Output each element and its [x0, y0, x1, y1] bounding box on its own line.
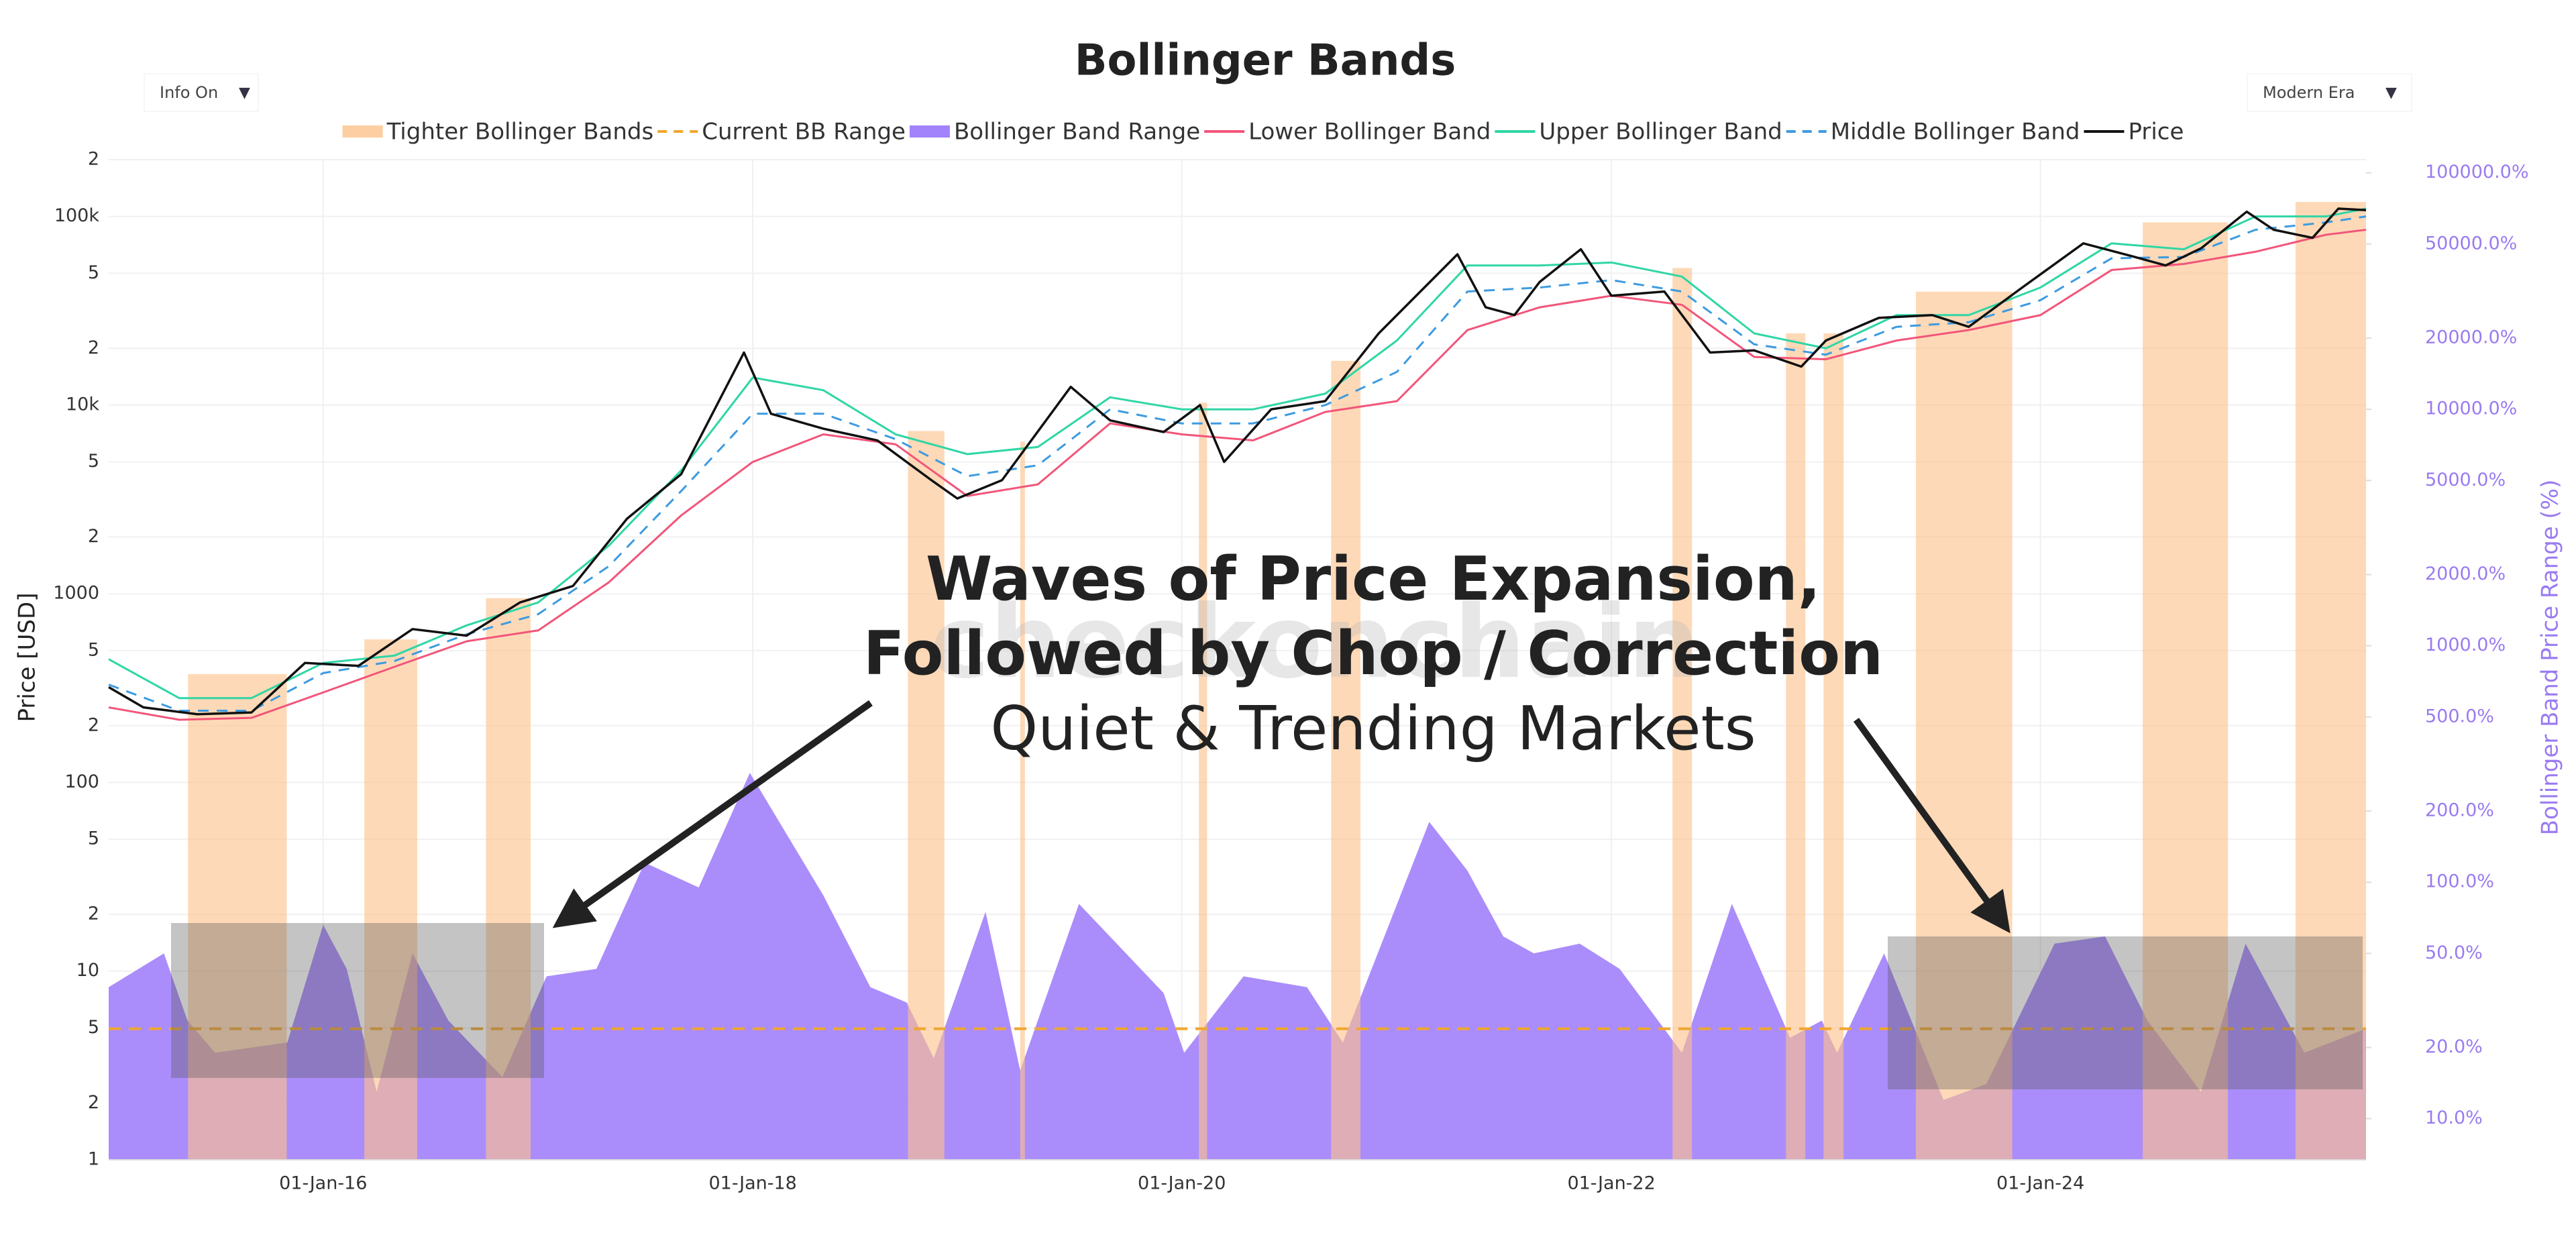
tight-band-region: [1915, 291, 2012, 1160]
tight-band-region: [1672, 268, 1693, 1160]
x-tick-label: 01-Jan-18: [709, 1173, 797, 1194]
y2-tick-label: 10000.0%: [2425, 398, 2517, 419]
y2-tick-label: 10.0%: [2425, 1107, 2483, 1128]
dropdown-box[interactable]: [144, 73, 259, 112]
x-tick-label: 01-Jan-16: [279, 1173, 367, 1194]
dropdown-label[interactable]: Modern Era: [2263, 83, 2355, 102]
annotation: Quiet & Trending Markets: [990, 694, 1756, 764]
y-tick-label: 10: [76, 960, 99, 981]
legend-item: Upper Bollinger Band: [1495, 119, 1782, 146]
legend-item: Lower Bollinger Band: [1204, 119, 1491, 146]
y2-tick-label: 2000.0%: [2425, 563, 2506, 584]
legend-item: Bollinger Band Range: [909, 119, 1200, 146]
y2-tick-label: 100000.0%: [2425, 162, 2529, 182]
tight-band-region: [2295, 202, 2366, 1160]
x-tick-label: 01-Jan-24: [1996, 1173, 2084, 1194]
dropdown-label[interactable]: Info On: [160, 83, 218, 102]
legend-item: Middle Bollinger Band: [1786, 119, 2080, 146]
legend-item: Price: [2084, 119, 2184, 146]
y2-tick-label: 500.0%: [2425, 706, 2494, 726]
x-tick-label: 01-Jan-22: [1567, 1173, 1655, 1194]
y-tick-label: 2: [88, 526, 99, 547]
legend-swatch: [342, 125, 383, 138]
y2-tick-label: 5000.0%: [2425, 470, 2506, 490]
x-tick-label: 01-Jan-20: [1138, 1173, 1226, 1194]
y2-tick-label: 50000.0%: [2425, 233, 2517, 254]
tight-band-region: [2143, 222, 2229, 1160]
tight-band-region: [1823, 333, 1844, 1160]
arrow: [552, 700, 873, 928]
y-tick-label: 2: [88, 337, 99, 358]
legend: Tighter Bollinger Bands Current BB Range B…: [342, 119, 2184, 146]
y-tick-label: 5: [88, 451, 99, 472]
y-tick-label: 5: [88, 828, 99, 849]
annotation: Followed by Chop / Correction: [863, 618, 1883, 689]
tight-band-region: [1199, 402, 1208, 1160]
highlight-box: [171, 923, 544, 1078]
legend-item: Current BB Range: [657, 119, 906, 146]
tight-band-region: [1020, 441, 1025, 1160]
series-line: [108, 215, 2367, 712]
y-tick-label: 1: [88, 1149, 99, 1170]
y2-tick-label: 100.0%: [2425, 871, 2494, 892]
y-axis-title: Price [USD]: [14, 593, 41, 722]
legend-label: Upper Bollinger Band: [1539, 119, 1782, 146]
legend-swatch: [909, 125, 950, 138]
y-tick-label: 2: [88, 714, 99, 735]
y2-tick-label: 50.0%: [2425, 942, 2483, 963]
tight-band-region: [364, 639, 417, 1160]
y-tick-label: 100: [64, 771, 99, 792]
legend-item: Tighter Bollinger Bands: [342, 119, 654, 146]
series-line: [108, 229, 2367, 721]
tight-band-region: [908, 431, 945, 1160]
y-tick-label: 2: [88, 1092, 99, 1113]
tight-band-region: [188, 673, 287, 1160]
y-tick-label: 1000: [53, 583, 99, 604]
y2-tick-label: 200.0%: [2425, 800, 2494, 821]
y-tick-label: 5: [88, 262, 99, 283]
highlight-box: [1888, 936, 2363, 1089]
info-dropdown[interactable]: Info On ▼: [144, 73, 259, 112]
watermark: checkonchain: [930, 584, 1699, 701]
series-line: [108, 207, 2367, 700]
era-dropdown[interactable]: Modern Era ▼: [2247, 73, 2412, 112]
y-tick-label: 2: [88, 149, 99, 170]
tight-band-region: [486, 598, 531, 1160]
dropdown-caret[interactable]: ▼: [2385, 85, 2397, 101]
legend-label: Bollinger Band Range: [954, 119, 1200, 146]
chart-title: Bollinger Bands: [1075, 36, 1456, 86]
y2-tick-label: 20.0%: [2425, 1036, 2483, 1057]
legend-label: Price: [2128, 119, 2184, 146]
legend-label: Tighter Bollinger Bands: [386, 119, 654, 146]
y-tick-label: 100k: [54, 205, 100, 226]
dropdown-caret[interactable]: ▼: [239, 85, 250, 101]
y2-tick-label: 20000.0%: [2425, 327, 2517, 348]
dropdown-box[interactable]: [2247, 73, 2412, 112]
y-tick-label: 10k: [66, 394, 99, 415]
y-tick-label: 5: [88, 639, 99, 660]
y2-tick-label: 1000.0%: [2425, 635, 2506, 655]
y-tick-label: 5: [88, 1017, 99, 1038]
arrow: [1853, 718, 2010, 934]
y2-axis-title: Bollinger Band Price Range (%): [2537, 480, 2564, 836]
plot-area: 2 100k 5 2 10k 5 2 1000 5 2 100 5 2 10 5 2 1 100000.0% 500…: [53, 149, 2528, 1194]
tight-band-region: [1786, 333, 1806, 1160]
y-tick-label: 2: [88, 904, 99, 924]
legend-label: Lower Bollinger Band: [1248, 119, 1491, 146]
annotation: Waves of Price Expansion,: [926, 544, 1821, 614]
series-line: [108, 207, 2367, 716]
overlay: checkonchain Waves of Price Expansion, F…: [171, 544, 2363, 1089]
legend-label: Middle Bollinger Band: [1831, 119, 2080, 146]
legend-label: Current BB Range: [702, 119, 906, 146]
tight-band-region: [1331, 360, 1361, 1160]
